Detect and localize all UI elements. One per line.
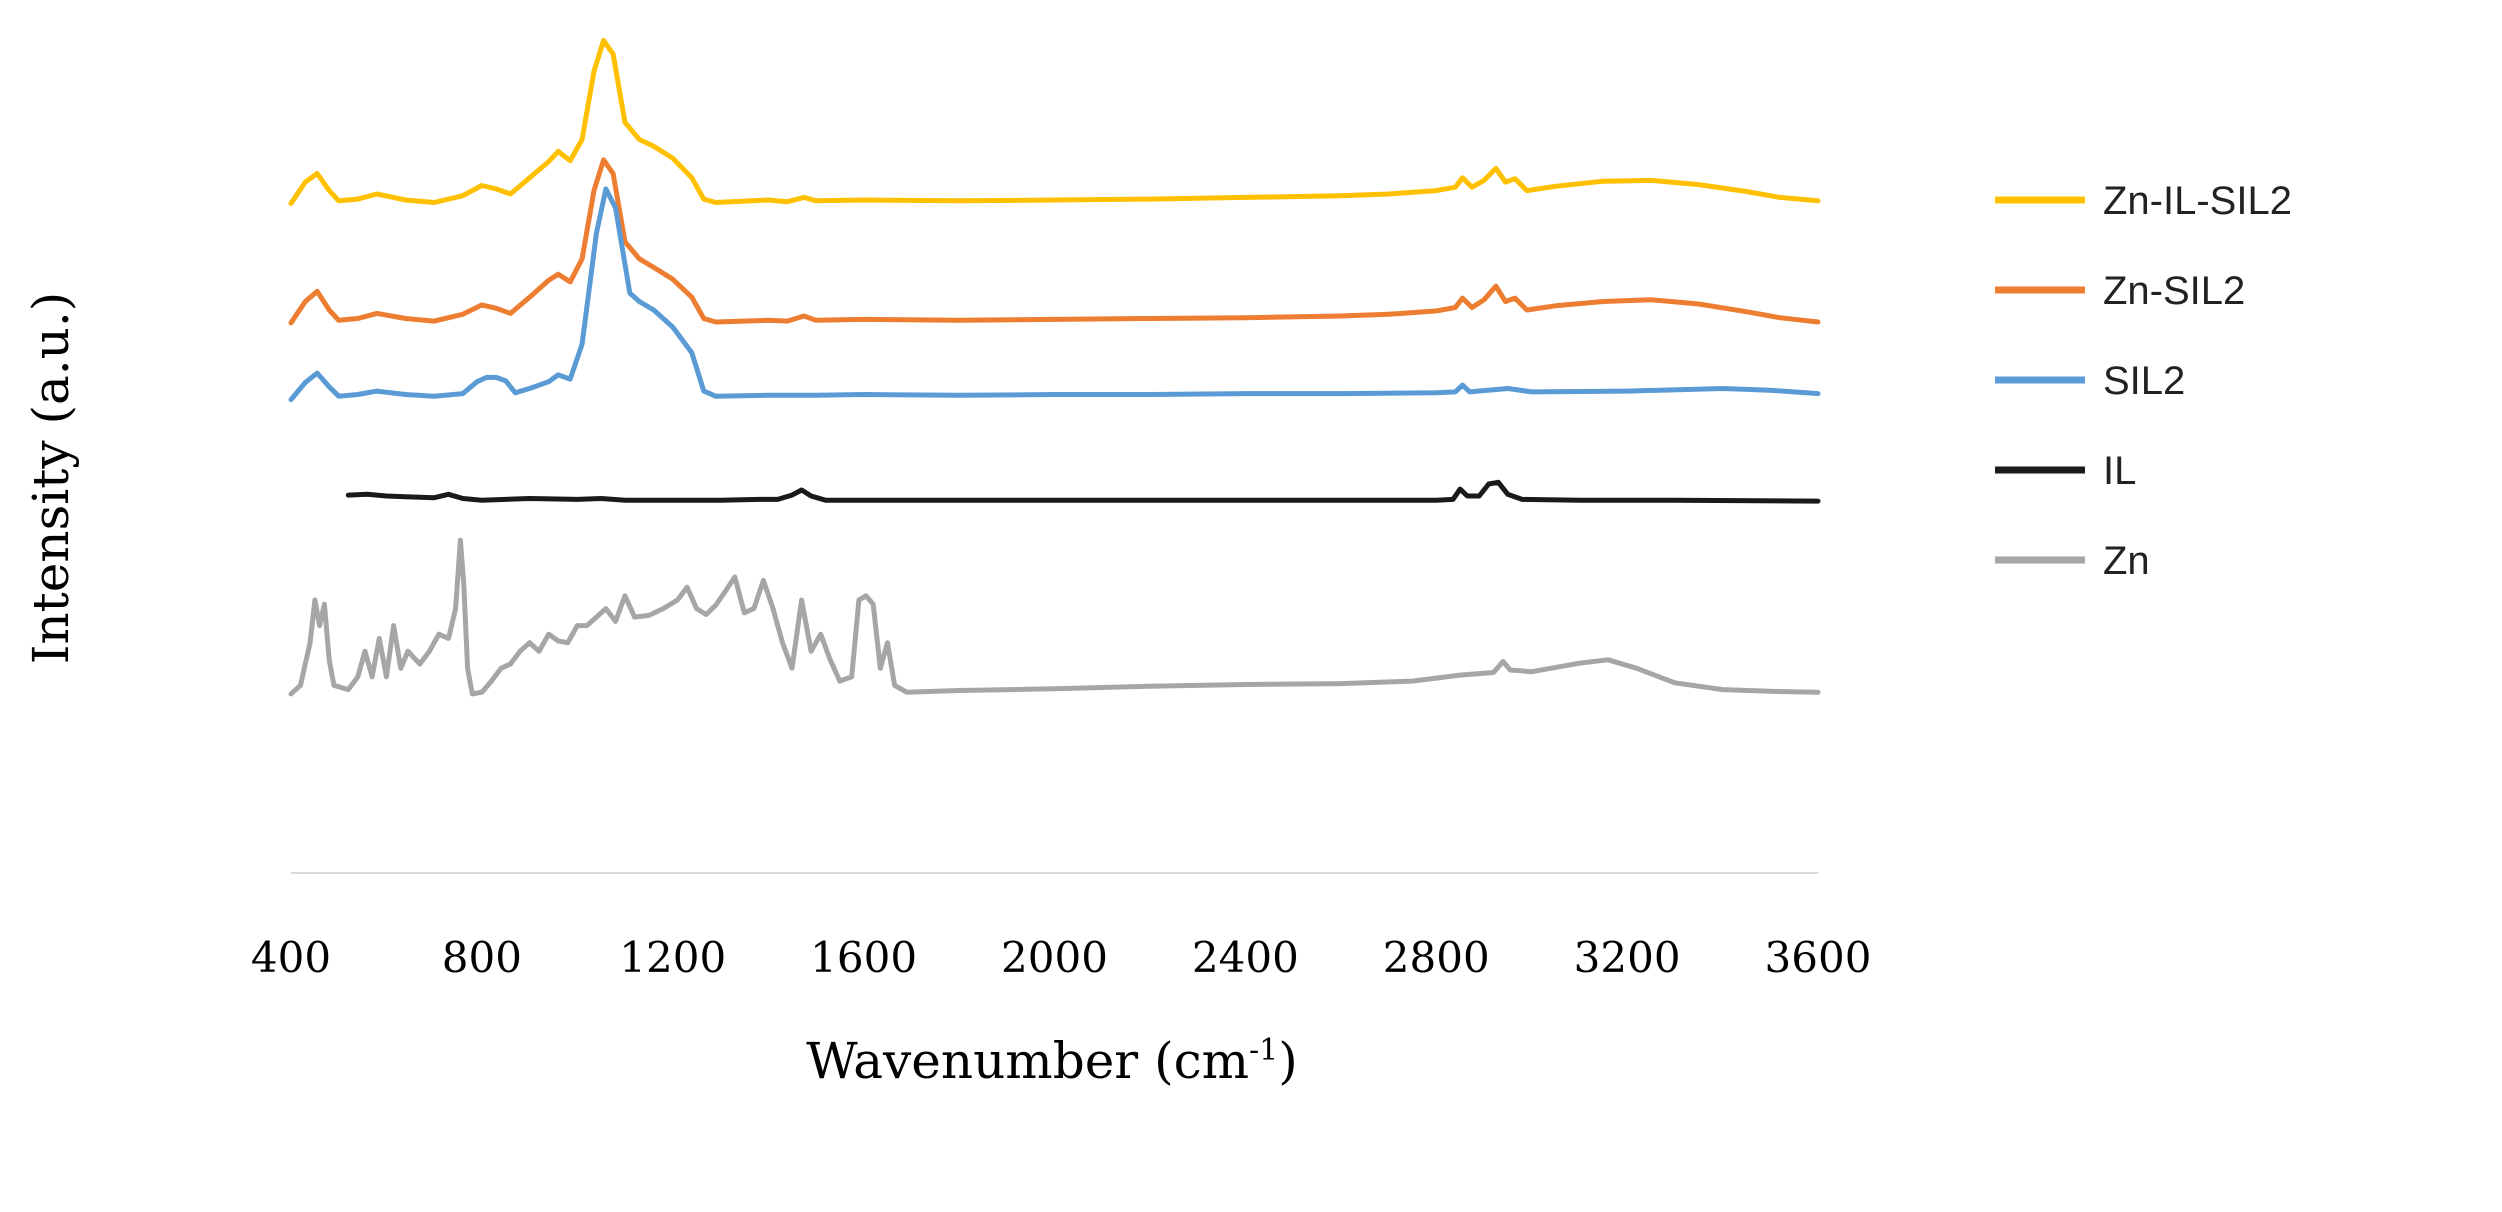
x-tick-label: 3200 [1574,933,1681,982]
series-line-zn-sil2 [288,157,1821,326]
x-tick-label: 2400 [1192,933,1299,982]
legend-label: IL [2103,449,2136,493]
x-tick-label: 2000 [1001,933,1108,982]
legend: Zn-IL-SIL2 Zn-SIL2 SIL2 IL Zn [1995,179,2292,583]
x-tick-label: 1200 [619,933,726,982]
x-tick-labels: 400 800 1200 1600 2000 2400 2800 3200 3600 [251,933,1872,982]
series-line-il [345,479,1821,504]
legend-label: Zn [2103,539,2150,583]
x-tick-label: 800 [442,933,522,982]
series-line-zn-il-sil2 [288,38,1821,206]
series-line-sil2 [288,186,1821,403]
x-axis-title: Wavenumber (cm-1) [806,1032,1298,1090]
y-axis-title: Intensity (a.u.) [22,292,80,665]
legend-label: SIL2 [2103,359,2185,403]
legend-label: Zn-IL-SIL2 [2103,179,2292,223]
x-axis-title-main: Wavenumber (cm [806,1032,1249,1090]
series-layer [288,38,1821,697]
x-tick-label: 400 [251,933,331,982]
x-tick-label: 1600 [810,933,917,982]
x-tick-label: 2800 [1383,933,1490,982]
legend-label: Zn-SIL2 [2103,269,2245,313]
x-axis-title-superscript: -1 [1249,1033,1278,1068]
x-tick-label: 3600 [1765,933,1872,982]
x-axis-title-close: ) [1278,1032,1298,1090]
series-line-zn [288,537,1821,697]
